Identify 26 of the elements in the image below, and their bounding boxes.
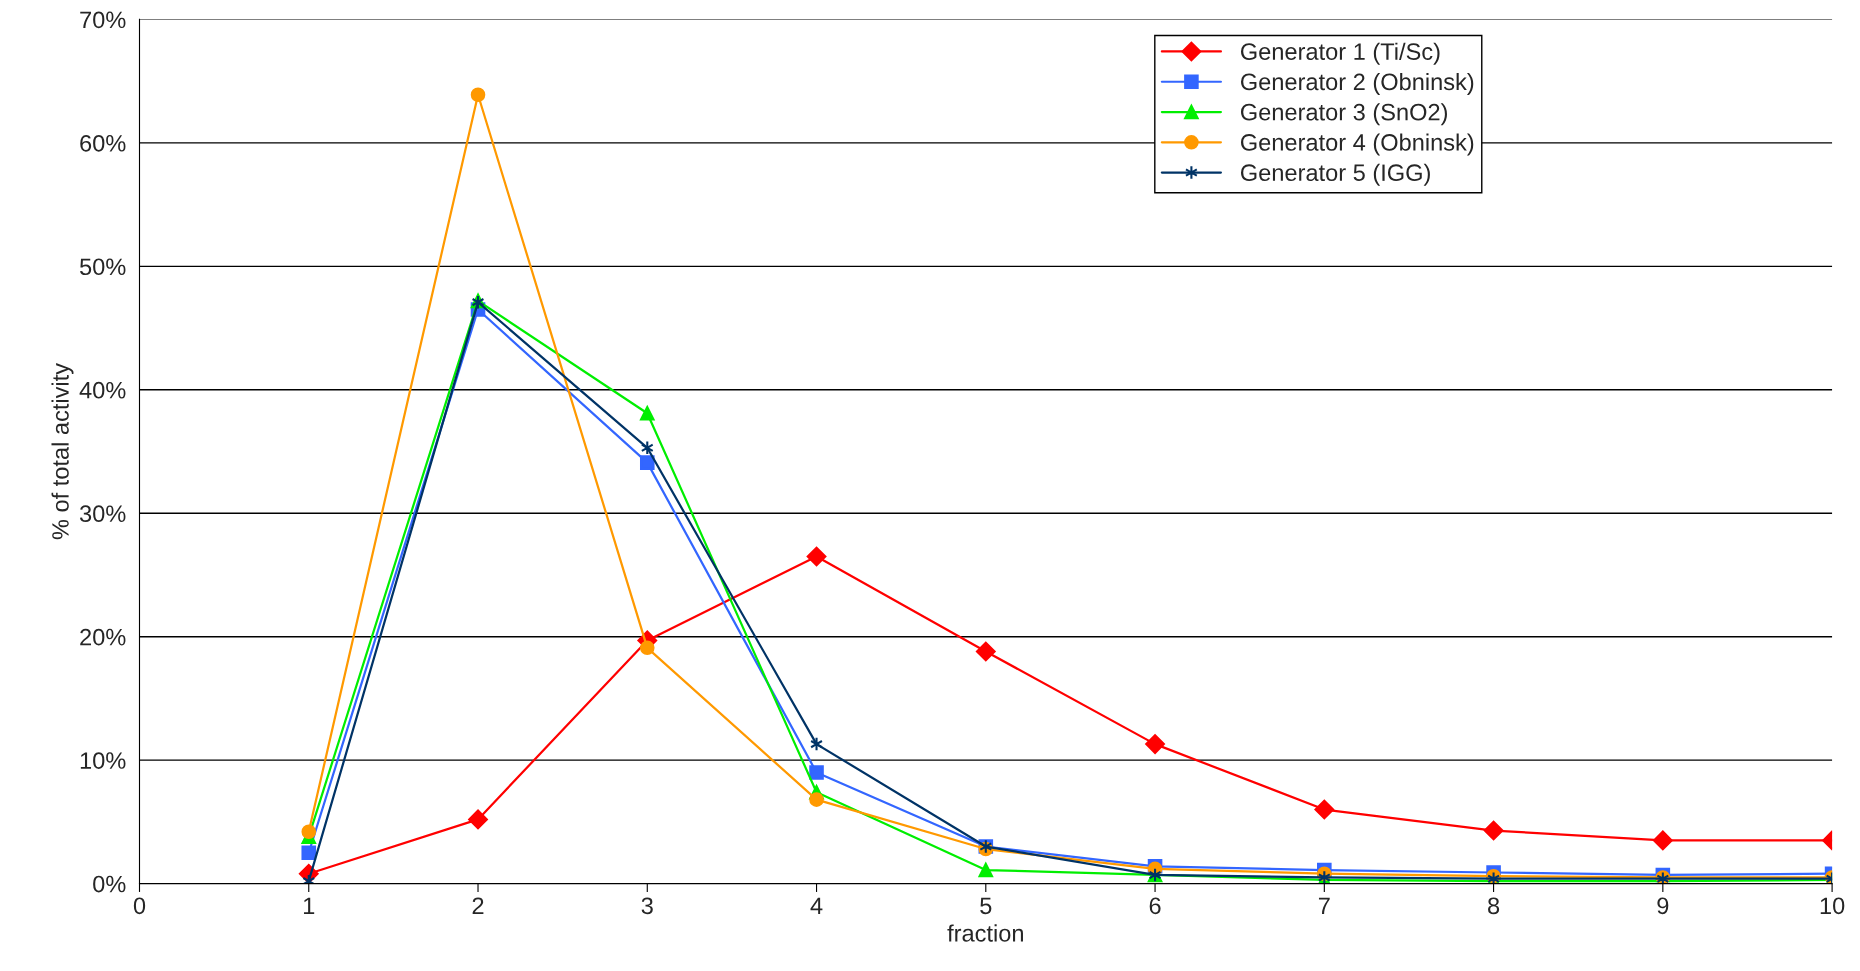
legend-label: Generator 3 (SnO2) (1241, 103, 1447, 126)
x-tick-label: 7 (1318, 897, 1330, 914)
x-axis-title: fraction (947, 924, 1023, 942)
y-axis-title: % of total activity (51, 362, 74, 540)
x-tick-label: 1 (304, 897, 315, 914)
y-tick-label: 30% (79, 505, 126, 523)
x-tick-label: 6 (1149, 897, 1161, 915)
legend-label: Generator 1 (Ti/Sc) (1241, 42, 1440, 65)
x-tick-label: 8 (1488, 897, 1500, 915)
x-tick-label: 0 (133, 897, 146, 915)
y-tick-label: 60% (80, 134, 126, 152)
x-tick-label: 9 (1657, 897, 1669, 915)
y-tick-label: 70% (80, 11, 126, 29)
x-tick-label: 5 (980, 897, 992, 915)
legend-label: Generator 5 (IGG) (1241, 163, 1430, 186)
y-tick-label: 50% (79, 258, 126, 276)
y-tick-label: 0% (93, 875, 126, 893)
y-tick-label: 10% (80, 752, 126, 769)
y-tick-label: 20% (80, 628, 126, 646)
x-tick-label: 4 (810, 897, 823, 914)
y-tick-label: 40% (79, 381, 126, 399)
x-tick-label: 2 (472, 897, 484, 914)
legend-label: Generator 4 (Obninsk) (1241, 133, 1474, 156)
x-tick-label: 10 (1820, 897, 1845, 915)
x-tick-label: 3 (641, 897, 653, 915)
legend-label: Generator 2 (Obninsk) (1241, 72, 1474, 95)
